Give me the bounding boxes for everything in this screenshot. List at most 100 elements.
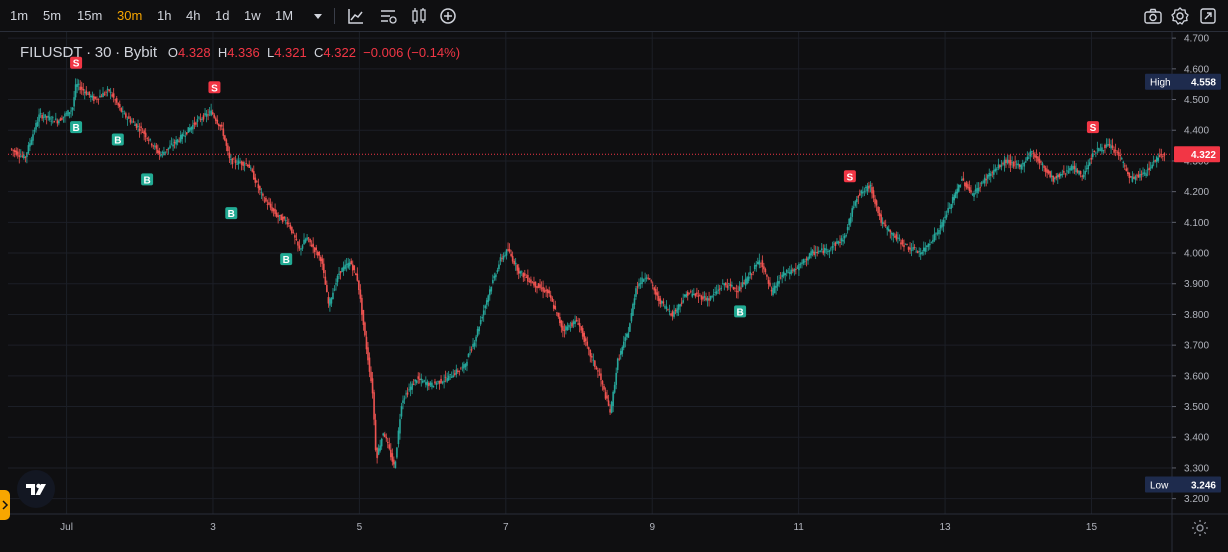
candle-body — [878, 213, 881, 217]
candle-body — [1136, 174, 1138, 176]
candle-body — [1075, 168, 1077, 173]
candle-body — [29, 143, 31, 147]
chevron-down-icon[interactable] — [308, 6, 328, 26]
candle-body — [249, 167, 252, 169]
timeframe-1M[interactable]: 1M — [275, 8, 294, 23]
sell-signal-marker — [208, 81, 221, 94]
candle-body — [303, 239, 305, 245]
candle-body — [1052, 175, 1054, 182]
candle-body — [1093, 150, 1096, 153]
candle-body — [1099, 149, 1102, 151]
candle-body — [359, 289, 362, 299]
candle-body — [315, 247, 318, 250]
legend-open-label: O — [167, 45, 179, 60]
candle-body — [233, 158, 235, 160]
candle-body — [172, 144, 174, 147]
candle-body — [341, 267, 343, 273]
candle-body — [935, 233, 937, 235]
candle-body — [330, 298, 333, 304]
timeframe-1w[interactable]: 1w — [244, 8, 261, 23]
price-axis[interactable]: 4.7004.6004.5004.4004.3004.2004.1004.000… — [1145, 32, 1228, 552]
candle-body — [1105, 144, 1108, 147]
timeframe-1h[interactable]: 1h — [157, 8, 172, 23]
candle-body — [676, 308, 678, 313]
candle-body — [164, 151, 167, 153]
add-icon[interactable] — [438, 6, 458, 26]
candle-body — [338, 273, 340, 276]
camera-icon[interactable] — [1143, 6, 1163, 26]
sell-signal-label: S — [847, 172, 854, 183]
time-axis[interactable]: Jul 3 5 7 9 11 13 15 — [0, 513, 1228, 533]
timeframe-1d[interactable]: 1d — [215, 8, 230, 23]
low-tag-value: 3.246 — [1191, 481, 1216, 492]
timeframe-4h[interactable]: 4h — [186, 8, 201, 23]
candle-body — [499, 257, 502, 262]
candle-body — [126, 118, 129, 120]
timeframe-1m[interactable]: 1m — [10, 8, 29, 23]
candle-body — [323, 263, 325, 274]
candle-body — [225, 139, 228, 146]
candle-body — [362, 309, 365, 325]
candle-body — [1060, 173, 1062, 176]
legend-high-label: H — [217, 45, 228, 60]
candle-body — [679, 304, 681, 307]
candle-body — [1012, 162, 1015, 167]
candle-body — [708, 298, 710, 301]
candle-body — [528, 280, 531, 282]
timeframe-5m[interactable]: 5m — [43, 8, 62, 23]
candle-body — [41, 114, 43, 119]
candle-body — [571, 322, 573, 327]
candle-body — [964, 182, 966, 187]
candle-body — [740, 287, 742, 289]
candle-body — [1064, 173, 1067, 175]
candle-body — [1021, 163, 1024, 165]
chart-settings-gear-icon[interactable] — [1190, 518, 1210, 538]
candle-body — [402, 400, 404, 403]
candle-body — [307, 237, 310, 239]
candle-body — [610, 401, 613, 413]
candle-body — [592, 359, 595, 361]
candle-body — [485, 300, 488, 305]
candle-body — [475, 336, 477, 342]
candle-body — [464, 363, 467, 368]
templates-icon[interactable] — [378, 6, 398, 26]
fullscreen-icon[interactable] — [1198, 6, 1218, 26]
sell-signal-marker — [843, 170, 856, 183]
candle-body — [641, 277, 643, 285]
side-panel-toggle[interactable] — [0, 490, 10, 520]
candle-body — [776, 281, 779, 287]
candle-body — [677, 304, 680, 310]
candle-body — [897, 237, 899, 239]
candle-body — [877, 206, 879, 214]
candle-body — [999, 165, 1001, 168]
chevron-right-icon — [2, 500, 9, 510]
candle-body — [778, 281, 780, 284]
timeframe-30m[interactable]: 30m — [117, 8, 143, 23]
candle-body — [441, 381, 444, 384]
candle-body — [291, 226, 293, 234]
chart-type-icon[interactable] — [409, 6, 429, 26]
timeframe-15m[interactable]: 15m — [77, 8, 103, 23]
candle-body — [980, 182, 983, 184]
candle-body — [201, 119, 203, 120]
candle-body — [938, 229, 940, 235]
candle-body — [266, 203, 269, 205]
candle-body — [524, 273, 526, 276]
candle-body — [915, 251, 917, 253]
candle-body — [685, 293, 688, 298]
candle-body — [632, 304, 634, 316]
settings-icon[interactable] — [1170, 6, 1190, 26]
candle-body — [616, 358, 619, 370]
indicators-icon[interactable] — [346, 6, 366, 26]
candle-body — [1043, 165, 1045, 168]
candle-body — [412, 383, 415, 385]
candle-body — [478, 326, 480, 332]
tradingview-logo[interactable] — [17, 470, 55, 508]
candle-body — [711, 295, 713, 297]
candle-body — [73, 97, 75, 107]
candle-body — [70, 110, 72, 112]
candle-body — [1163, 153, 1166, 156]
candle-body — [444, 376, 447, 378]
candle-body — [260, 192, 263, 194]
